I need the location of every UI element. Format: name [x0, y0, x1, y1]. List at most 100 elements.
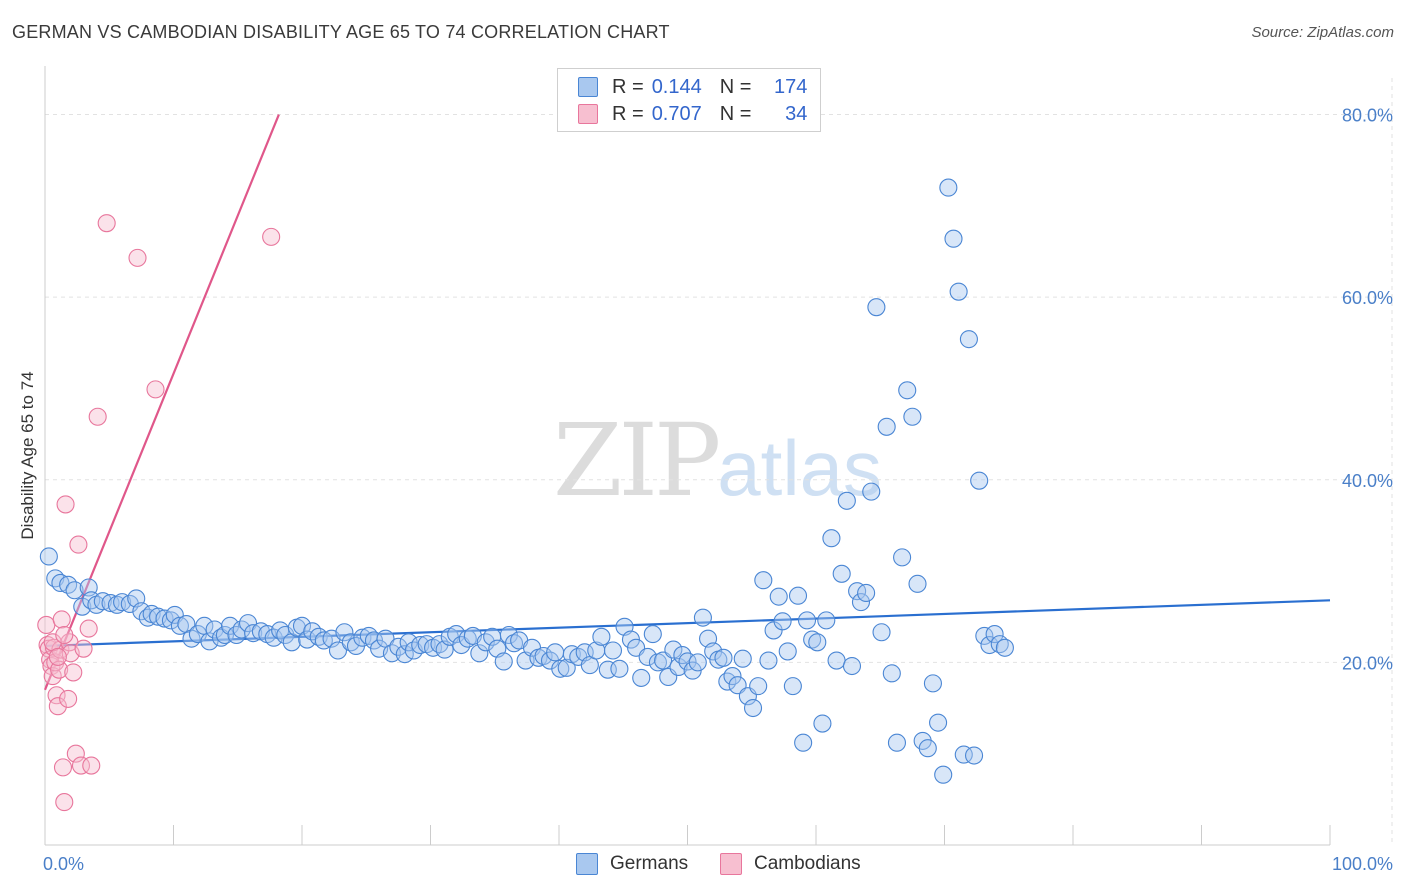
legend-r-label: R = [612, 75, 644, 98]
data-point [985, 625, 1004, 644]
data-point [837, 491, 856, 510]
data-point [73, 597, 92, 616]
data-point [470, 644, 489, 663]
data-point [551, 659, 570, 678]
data-point [822, 529, 841, 548]
data-point [534, 646, 553, 666]
data-point [714, 648, 733, 667]
axis-labels: 20.0% 40.0% 60.0% 80.0% 0.0% 100.0% Disability… [18, 106, 1393, 874]
data-point [759, 651, 778, 670]
data-point [929, 713, 948, 732]
legend-n-label: N = [719, 75, 752, 98]
series-cambodians [37, 214, 281, 812]
trend-line-germans [44, 599, 1331, 648]
data-point [59, 689, 78, 708]
data-point [959, 330, 978, 349]
data-point [788, 586, 808, 605]
data-point [262, 227, 281, 246]
data-point [918, 739, 937, 758]
data-point [887, 733, 907, 752]
legend-swatch-germans [578, 77, 598, 97]
data-point [395, 645, 414, 664]
bottom-swatch-germans [576, 853, 598, 875]
data-point [71, 756, 91, 775]
data-point [592, 627, 611, 646]
data-point [769, 587, 788, 606]
data-point [64, 663, 83, 682]
data-point [638, 647, 657, 666]
data-point [504, 634, 524, 653]
data-point [128, 248, 147, 267]
data-point [182, 629, 201, 648]
bottom-legend-germans: Germans [576, 852, 688, 876]
data-point [832, 564, 851, 583]
data-point [778, 642, 797, 661]
data-point [862, 482, 881, 501]
data-point [93, 592, 112, 611]
data-point [944, 229, 963, 248]
x-tick-label: 100.0% [1332, 854, 1393, 874]
bottom-legend-cambodians: Cambodians [720, 852, 861, 876]
data-point [51, 573, 70, 592]
data-point [244, 624, 263, 643]
data-point [52, 610, 71, 629]
data-point [632, 668, 651, 687]
data-point [908, 574, 927, 593]
data-point [132, 602, 151, 621]
data-point [82, 756, 101, 775]
legend-n-value: 174 [774, 75, 808, 98]
watermark-zip: ZIP [553, 402, 721, 519]
legend-r-value: 0.707 [651, 102, 702, 125]
bottom-legend-label-cambodians: Cambodians [754, 853, 861, 874]
data-point [79, 619, 98, 638]
trend-lines [43, 114, 1331, 691]
data-point [939, 178, 958, 197]
data-point [276, 625, 295, 645]
data-point [723, 667, 742, 686]
data-point [382, 644, 402, 663]
data-point [965, 746, 984, 765]
data-point [155, 609, 174, 628]
legend-r-value: 0.144 [651, 75, 702, 98]
data-point [669, 657, 688, 676]
data-point [718, 672, 737, 691]
data-point [113, 593, 132, 612]
data-point [65, 581, 84, 600]
chart-title: GERMAN VS CAMBODIAN DISABILITY AGE 65 TO… [12, 22, 670, 42]
data-point [980, 635, 999, 655]
data-point [51, 640, 70, 659]
data-point [803, 630, 822, 649]
data-point [238, 614, 258, 633]
data-point [69, 535, 88, 554]
data-point [749, 677, 768, 696]
data-point [857, 583, 876, 603]
data-point [934, 765, 953, 784]
legend-row-germans: R = 0.144 N = 174 [578, 75, 807, 99]
data-point [74, 639, 93, 658]
data-point [688, 653, 707, 672]
data-point [264, 628, 283, 647]
data-point [949, 282, 968, 301]
data-point [557, 658, 576, 677]
data-point [66, 744, 85, 763]
axes [44, 66, 1331, 846]
data-point [48, 647, 67, 666]
data-point [813, 714, 832, 733]
legend-r-label: R = [612, 102, 644, 125]
y-tick-label: 40.0% [1342, 471, 1393, 491]
data-point [55, 793, 74, 812]
data-point [643, 625, 662, 644]
data-point [37, 615, 56, 634]
data-point [55, 625, 74, 645]
data-point [970, 471, 989, 490]
data-point [335, 623, 354, 642]
data-point [848, 582, 867, 601]
data-point [877, 417, 896, 436]
y-tick-label: 20.0% [1342, 653, 1393, 673]
data-point [678, 652, 697, 671]
data-point [610, 659, 629, 678]
trend-line-cambodians [43, 114, 280, 691]
watermark: ZIPatlas [553, 402, 882, 519]
data-point [817, 611, 836, 630]
